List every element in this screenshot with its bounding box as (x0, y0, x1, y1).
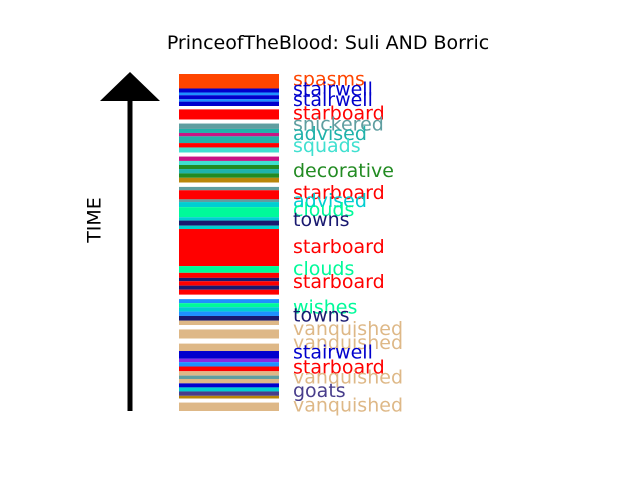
stripe-27 (179, 202, 279, 208)
word-label-18: vanquished (293, 318, 403, 340)
stripe-62 (179, 402, 279, 411)
stripe-38 (179, 289, 279, 295)
stripe-31 (179, 225, 279, 230)
stripe-16 (179, 152, 279, 157)
stripe-34 (179, 272, 279, 278)
stripe-10 (179, 123, 279, 129)
stripe-58 (179, 387, 279, 392)
stripe-61 (179, 398, 279, 403)
word-label-24: vanquished (293, 394, 403, 416)
stripe-39 (179, 294, 279, 300)
stripe-48 (179, 338, 279, 344)
stripe-56 (179, 378, 279, 384)
stripe-8 (179, 109, 279, 120)
y-axis-label: TIME (84, 197, 106, 244)
stripe-11 (179, 128, 279, 133)
stripe-24 (179, 186, 279, 191)
stripe-26 (179, 199, 279, 203)
word-label-22: vanquished (293, 366, 403, 388)
stripe-55 (179, 375, 279, 379)
stripe-44 (179, 315, 279, 321)
stripe-29 (179, 217, 279, 221)
stripe-49 (179, 343, 279, 352)
stripe-30 (179, 220, 279, 226)
chart-title: PrinceofTheBlood: Suli AND Borric (167, 32, 489, 54)
word-label-9: starboard (293, 182, 385, 204)
word-label-15: starboard (293, 271, 385, 293)
word-label-17: towns (293, 304, 350, 326)
stripe-25 (179, 190, 279, 200)
word-label-8: decorative (293, 160, 394, 182)
stripe-13 (179, 136, 279, 144)
stripe-15 (179, 147, 279, 153)
stripe-1 (179, 74, 279, 89)
time-arrow-head (100, 72, 160, 101)
stripe-17 (179, 156, 279, 161)
stripe-43 (179, 311, 279, 316)
stripe-45 (179, 320, 279, 326)
stripe-5 (179, 99, 279, 102)
stripe-36 (179, 281, 279, 286)
stripe-32 (179, 229, 279, 267)
word-label-7: squads (293, 135, 361, 157)
word-label-19: vanquished (293, 332, 403, 354)
stripe-22 (179, 177, 279, 183)
stripe-19 (179, 164, 279, 170)
word-label-10: advised (293, 190, 367, 212)
stripe-42 (179, 307, 279, 312)
stripe-50 (179, 351, 279, 359)
stripe-23 (179, 182, 279, 187)
word-label-3: stairwell (293, 89, 373, 111)
word-label-14: clouds (293, 258, 354, 280)
stripe-14 (179, 143, 279, 148)
word-labels: spasmsstairwellstairwellstarboardsnicker… (293, 69, 403, 417)
stripe-33 (179, 266, 279, 273)
stripe-20 (179, 169, 279, 174)
word-label-21: starboard (293, 356, 385, 378)
stripe-51 (179, 358, 279, 363)
stripe-7 (179, 106, 279, 110)
stripe-53 (179, 366, 279, 372)
word-label-13: starboard (293, 236, 385, 258)
stripe-9 (179, 119, 279, 124)
stripe-28 (179, 207, 279, 218)
stripe-12 (179, 132, 279, 137)
stripe-37 (179, 285, 279, 290)
stripe-52 (179, 362, 279, 367)
word-label-5: snickered (293, 114, 384, 136)
stripe-4 (179, 95, 279, 100)
stripe-57 (179, 383, 279, 388)
stripe-35 (179, 277, 279, 282)
word-label-12: towns (293, 209, 350, 231)
stripe-47 (179, 329, 279, 339)
stripe-3 (179, 92, 279, 96)
stripe-46 (179, 325, 279, 330)
word-label-23: goats (293, 380, 346, 402)
stripe-bar (179, 74, 279, 411)
word-label-1: spasms (293, 69, 365, 91)
word-label-6: advised (293, 123, 367, 145)
stripe-2 (179, 88, 279, 93)
stripe-21 (179, 173, 279, 178)
word-label-20: stairwell (293, 342, 373, 364)
time-axis: TIME (84, 72, 160, 411)
stripe-18 (179, 160, 279, 165)
stripe-40 (179, 299, 279, 304)
stripe-54 (179, 371, 279, 376)
word-label-11: clouds (293, 199, 354, 221)
stripe-59 (179, 391, 279, 396)
stripe-60 (179, 395, 279, 399)
stripe-41 (179, 303, 279, 308)
stripe-6 (179, 101, 279, 107)
word-label-16: wishes (293, 297, 357, 319)
word-label-4: starboard (293, 102, 385, 124)
word-label-2: stairwell (293, 79, 373, 101)
